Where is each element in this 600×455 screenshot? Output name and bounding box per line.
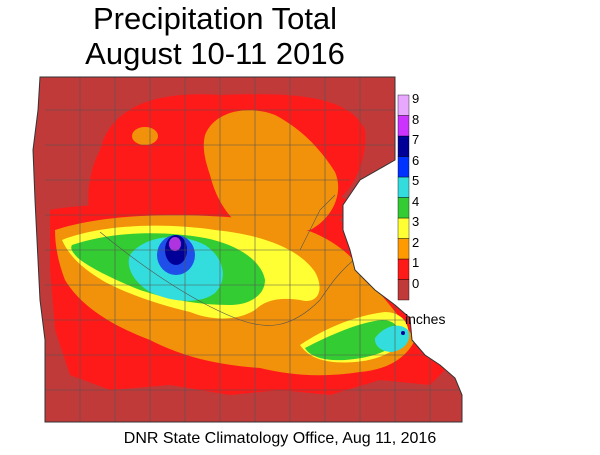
precip-zone-7in-southeast-spot [401, 331, 405, 335]
legend-swatch-9 [398, 95, 409, 116]
legend-swatch-1 [398, 259, 409, 280]
precip-zone-8in [169, 237, 181, 251]
legend-swatch-8 [398, 116, 409, 137]
precipitation-map [0, 0, 600, 430]
legend-label-5: 5 [412, 174, 419, 188]
legend-swatch-6 [398, 157, 409, 178]
legend-label-6: 6 [412, 154, 419, 168]
credit-line: DNR State Climatology Office, Aug 11, 20… [0, 430, 560, 448]
legend-label-7: 7 [412, 133, 419, 147]
legend-swatch-2 [398, 239, 409, 260]
legend-label-4: 4 [412, 195, 419, 209]
legend-label-0: 0 [412, 277, 419, 291]
legend-swatch-3 [398, 218, 409, 239]
legend-swatch-4 [398, 198, 409, 219]
legend-units: inches [405, 311, 445, 327]
precip-zone-2in-spot [132, 127, 158, 145]
legend-label-8: 8 [412, 113, 419, 127]
legend-swatch-0 [398, 280, 409, 301]
legend-label-3: 3 [412, 215, 419, 229]
legend-swatch-7 [398, 136, 409, 157]
legend-color-bar [398, 95, 409, 300]
legend-label-9: 9 [412, 92, 419, 106]
legend-label-1: 1 [412, 256, 419, 270]
legend-label-2: 2 [412, 236, 419, 250]
legend-swatch-5 [398, 177, 409, 198]
